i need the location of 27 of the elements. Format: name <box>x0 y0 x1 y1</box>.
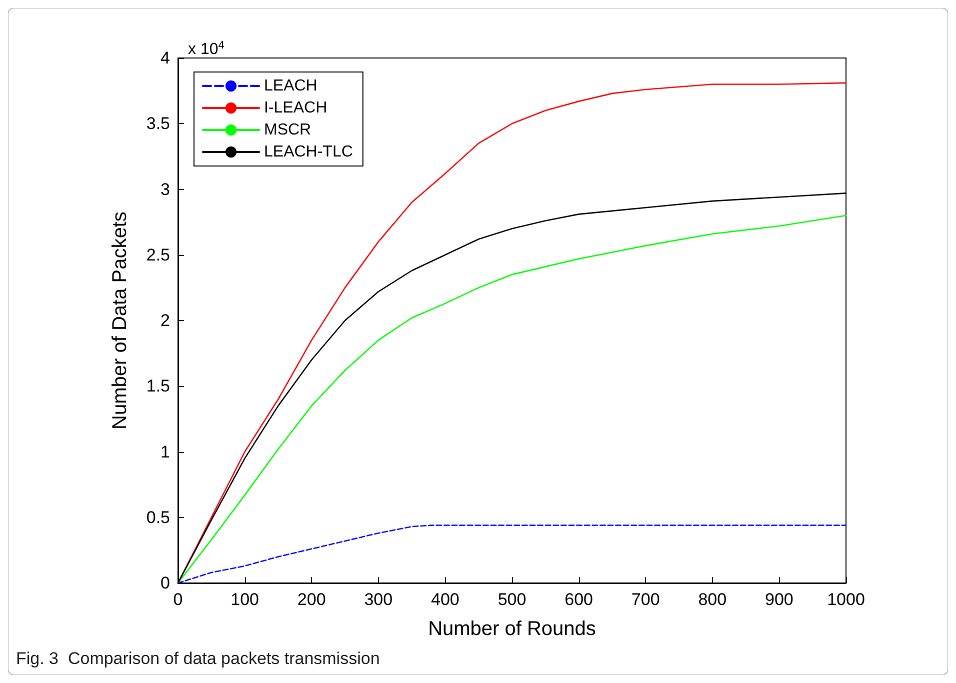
x-tick-label: 200 <box>297 590 326 609</box>
y-tick-label: 1 <box>160 442 170 462</box>
y-tick-label: 3 <box>160 180 170 199</box>
x-tick-label: 400 <box>431 590 460 609</box>
y-tick-label: 4 <box>160 48 170 68</box>
y-tick-label: 3.5 <box>146 114 170 134</box>
caption: Fig. 3 Comparison of data packets transmission <box>16 649 380 668</box>
x-tick-label: 600 <box>564 590 593 609</box>
legend-label: I-LEACH <box>264 100 328 116</box>
y-tick-label: 0.5 <box>146 508 170 527</box>
x-tick-label: 100 <box>230 590 259 609</box>
x-tick-label: 700 <box>631 590 660 609</box>
x-tick-label: 800 <box>698 590 727 609</box>
x-tick-label: 0 <box>173 590 183 609</box>
y-tick-label: 2.5 <box>146 245 170 264</box>
x-tick-label: 500 <box>498 590 526 609</box>
y-tick-label: 2 <box>160 311 170 330</box>
legend-label: MSCR <box>264 122 312 138</box>
y-tick-label: 1.5 <box>146 376 170 396</box>
y-tick-label: 0 <box>160 574 170 592</box>
legend-label: LEACH-TLC <box>264 144 353 160</box>
x-tick-label: 300 <box>364 590 393 609</box>
x-tick-label: 1000 <box>827 590 865 609</box>
x-axis-title: Number of Rounds <box>428 618 596 640</box>
x-tick-label: 900 <box>765 590 794 609</box>
legend-label: LEACH <box>264 78 318 94</box>
y-axis-title: Number of Data Packets <box>109 212 131 430</box>
